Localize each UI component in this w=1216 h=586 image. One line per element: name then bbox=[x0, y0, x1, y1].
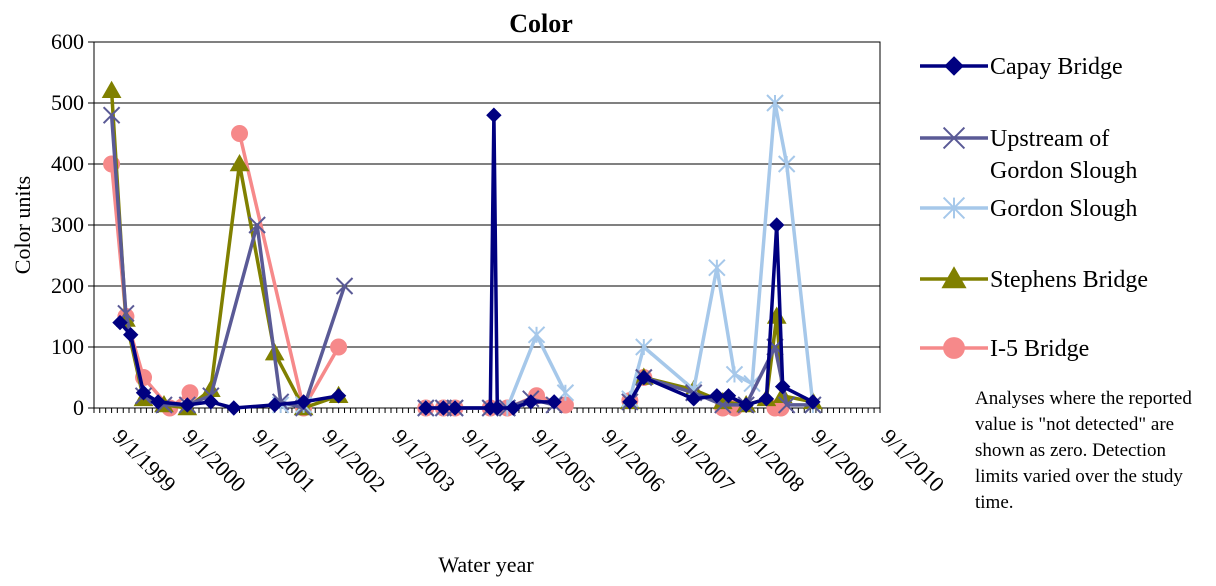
x-tick-label: 9/1/2002 bbox=[318, 424, 391, 497]
series-gordon-slough bbox=[271, 94, 822, 417]
x-tick-label: 9/1/2000 bbox=[178, 424, 251, 497]
data-point bbox=[418, 400, 434, 416]
series-line bbox=[628, 101, 815, 406]
data-point bbox=[101, 80, 122, 99]
x-axis-title: Water year bbox=[438, 552, 534, 577]
data-point bbox=[708, 258, 726, 277]
data-point bbox=[774, 378, 791, 395]
y-tick-label: 400 bbox=[51, 151, 84, 176]
series-capay-bridge bbox=[112, 107, 821, 416]
data-point bbox=[709, 388, 725, 404]
legend: Capay Bridge Upstream of Gordon Slough Gord… bbox=[920, 54, 1148, 362]
y-tick-label: 100 bbox=[51, 334, 84, 359]
data-point bbox=[231, 125, 249, 142]
series-line bbox=[425, 113, 555, 410]
gridlines bbox=[94, 102, 880, 348]
data-point bbox=[725, 365, 744, 384]
data-point bbox=[777, 155, 796, 173]
data-point bbox=[248, 216, 266, 234]
data-point bbox=[523, 394, 539, 410]
legend-label: I-5 Bridge bbox=[990, 336, 1089, 362]
y-tick-label: 500 bbox=[51, 90, 84, 115]
data-point bbox=[527, 326, 546, 344]
legend-item: I-5 Bridge bbox=[920, 336, 1089, 362]
series-line bbox=[118, 321, 339, 410]
data-point bbox=[758, 391, 775, 407]
data-point bbox=[505, 400, 521, 416]
x-tick-label: 9/1/1999 bbox=[108, 424, 181, 497]
legend-label: Upstream of Gordon Slough bbox=[990, 126, 1137, 184]
data-point bbox=[229, 153, 250, 172]
x-tick-label: 9/1/2007 bbox=[667, 424, 740, 497]
legend-label: Gordon Slough bbox=[990, 196, 1137, 222]
legend-marker bbox=[942, 126, 966, 150]
data-point bbox=[635, 338, 653, 356]
legend-marker bbox=[941, 266, 967, 289]
data-point bbox=[805, 394, 821, 410]
legend-label: Stephens Bridge bbox=[990, 267, 1148, 293]
data-point bbox=[179, 397, 196, 413]
x-tick-label: 9/1/2003 bbox=[387, 424, 460, 497]
y-tick-label: 200 bbox=[51, 273, 84, 298]
x-tick-label: 9/1/2004 bbox=[457, 424, 530, 497]
x-axis: 9/1/19999/1/20009/1/20019/1/20029/1/2003… bbox=[93, 408, 949, 497]
data-point bbox=[743, 374, 761, 393]
data-point bbox=[123, 327, 139, 343]
x-tick-label: 9/1/2010 bbox=[876, 424, 949, 497]
data-point bbox=[150, 394, 166, 410]
data-point bbox=[203, 394, 219, 410]
chart-title: Color bbox=[509, 9, 573, 38]
legend-label: Capay Bridge bbox=[990, 54, 1123, 80]
series-line bbox=[237, 133, 341, 410]
legend-item: Gordon Slough bbox=[920, 196, 1137, 222]
data-point bbox=[267, 397, 283, 413]
data-point bbox=[135, 385, 152, 401]
y-tick-label: 600 bbox=[51, 29, 84, 54]
legend-item: Capay Bridge bbox=[920, 54, 1123, 80]
legend-item: Stephens Bridge bbox=[920, 266, 1148, 293]
data-point bbox=[447, 400, 463, 416]
chart-note: Analyses where the reported value is "no… bbox=[975, 388, 1192, 513]
data-point bbox=[226, 400, 242, 416]
y-axis: 0 100 200 300 400 500 600 bbox=[51, 29, 94, 420]
series-i-5-bridge bbox=[103, 125, 790, 417]
y-tick-label: 300 bbox=[51, 212, 84, 237]
x-tick-label: 9/1/2001 bbox=[248, 424, 321, 497]
legend-marker bbox=[943, 337, 965, 359]
series-upstream-of-gordon-slough bbox=[102, 106, 822, 417]
data-point bbox=[486, 107, 502, 123]
data-point bbox=[686, 391, 702, 407]
data-point bbox=[769, 217, 785, 233]
series-group bbox=[101, 80, 823, 417]
legend-item: Upstream of Gordon Slough bbox=[920, 126, 1137, 184]
data-point bbox=[738, 397, 754, 413]
data-point bbox=[489, 400, 506, 416]
data-point bbox=[622, 394, 638, 410]
data-point bbox=[295, 394, 312, 410]
data-point bbox=[330, 388, 347, 404]
x-tick-label: 9/1/2005 bbox=[527, 424, 600, 497]
data-point bbox=[720, 388, 737, 404]
data-point bbox=[330, 338, 348, 356]
legend-marker bbox=[942, 196, 966, 220]
series-line bbox=[109, 90, 340, 410]
data-point bbox=[102, 106, 121, 124]
data-point bbox=[435, 400, 452, 416]
data-point bbox=[546, 394, 562, 410]
data-point bbox=[335, 277, 354, 295]
x-tick-label: 9/1/2008 bbox=[737, 424, 810, 497]
data-point bbox=[777, 396, 796, 414]
y-axis-title: Color units bbox=[10, 176, 35, 274]
x-tick-label: 9/1/2009 bbox=[807, 424, 880, 497]
data-point bbox=[112, 314, 128, 331]
x-tick-label: 9/1/2006 bbox=[597, 424, 670, 497]
y-tick-label: 0 bbox=[73, 395, 84, 420]
data-point bbox=[766, 94, 784, 112]
series-stephens-bridge bbox=[101, 80, 823, 416]
data-point bbox=[636, 369, 652, 386]
data-point bbox=[181, 384, 199, 402]
series-line bbox=[628, 223, 814, 407]
legend-marker bbox=[944, 56, 964, 76]
